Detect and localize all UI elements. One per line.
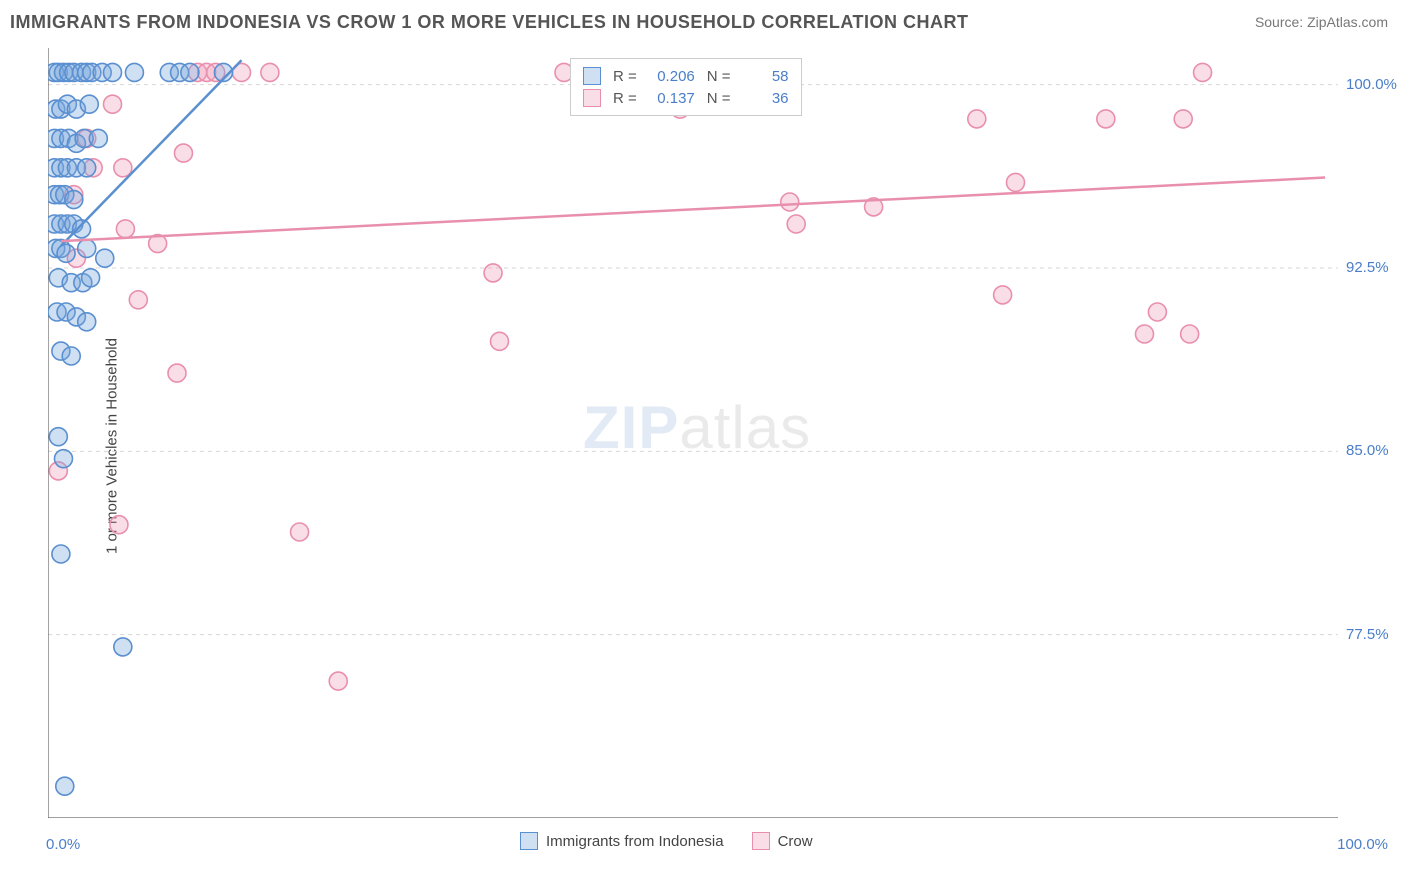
y-tick-label: 77.5% xyxy=(1346,626,1389,643)
x-axis-legend: Immigrants from Indonesia Crow xyxy=(520,832,813,850)
stat-label: N = xyxy=(707,90,731,107)
n-value-pink: 36 xyxy=(743,90,789,107)
stat-label: N = xyxy=(707,68,731,85)
y-tick-label: 85.0% xyxy=(1346,442,1389,459)
r-value-blue: 0.206 xyxy=(649,68,695,85)
stats-legend-box: R = 0.206 N = 58 R = 0.137 N = 36 xyxy=(570,58,802,116)
stat-label: R = xyxy=(613,68,637,85)
stats-row-pink: R = 0.137 N = 36 xyxy=(583,87,789,109)
chart-container: IMMIGRANTS FROM INDONESIA VS CROW 1 OR M… xyxy=(0,0,1406,892)
legend-label-pink: Crow xyxy=(778,833,813,850)
legend-label-blue: Immigrants from Indonesia xyxy=(546,833,724,850)
swatch-blue xyxy=(520,832,538,850)
y-tick-label: 92.5% xyxy=(1346,259,1389,276)
x-axis-min-label: 0.0% xyxy=(46,836,80,853)
swatch-blue xyxy=(583,67,601,85)
y-tick-label: 100.0% xyxy=(1346,76,1397,93)
stats-row-blue: R = 0.206 N = 58 xyxy=(583,65,789,87)
legend-item-blue: Immigrants from Indonesia xyxy=(520,832,724,850)
source-label: Source: ZipAtlas.com xyxy=(1255,14,1388,30)
legend-item-pink: Crow xyxy=(752,832,813,850)
n-value-blue: 58 xyxy=(743,68,789,85)
x-axis-max-label: 100.0% xyxy=(1337,836,1388,853)
stat-label: R = xyxy=(613,90,637,107)
r-value-pink: 0.137 xyxy=(649,90,695,107)
swatch-pink xyxy=(752,832,770,850)
chart-title: IMMIGRANTS FROM INDONESIA VS CROW 1 OR M… xyxy=(10,12,969,33)
swatch-pink xyxy=(583,89,601,107)
plot-area xyxy=(48,48,1338,818)
